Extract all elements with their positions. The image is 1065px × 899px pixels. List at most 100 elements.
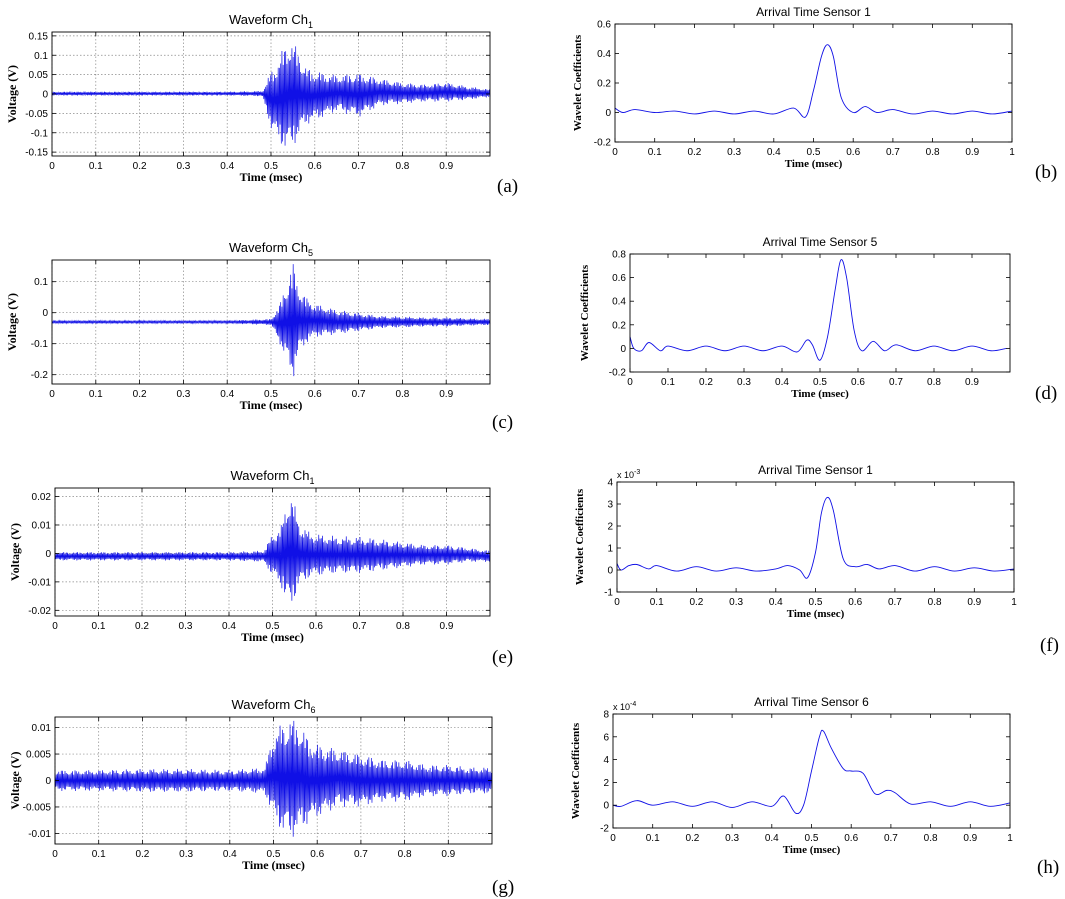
x-tick-label: 0.1 <box>661 377 675 388</box>
y-tick-label: 2 <box>607 522 613 533</box>
x-tick-label: 0.8 <box>924 833 938 844</box>
waveform-trace <box>54 503 491 601</box>
y-axis-label: Voltage (V) <box>5 65 19 123</box>
panel-label-e: (e) <box>492 647 514 668</box>
x-tick-label: 0.6 <box>308 161 322 172</box>
arrival-time-sensor-6-chart: 0 0.1 0.2 0.3 0.4 0.5 0.6 0.7 0.8 0.9 1 -2 0 2 4 6 8 x 10… <box>560 684 1065 899</box>
y-tick-label: 0.05 <box>29 70 49 81</box>
x-axis-label: Time (msec) <box>787 608 845 620</box>
chart-title-subscript: 1 <box>308 20 313 30</box>
y-tick-label: 0.02 <box>32 492 52 503</box>
x-tick-label: 0.6 <box>310 849 324 860</box>
y-tick-label: 0 <box>620 344 626 355</box>
x-tick-label: 0.7 <box>354 849 368 860</box>
x-tick-label: 0.8 <box>398 849 412 860</box>
waveform-ch5-chart: 0 0.1 0.2 0.3 0.4 0.5 0.6 0.7 0.8 0.9 -0.2 -0.1 0 0.1… <box>0 228 530 438</box>
x-tick-label: 0.1 <box>648 147 662 158</box>
x-tick-label: 0.6 <box>851 377 865 388</box>
x-axis-label: Time (msec) <box>785 158 843 170</box>
y-tick-label: 0.8 <box>612 250 626 261</box>
waveform-trace <box>51 46 491 146</box>
x-tick-label: 0.9 <box>967 597 981 608</box>
y-tick-label: 0 <box>45 549 51 560</box>
plot-area <box>615 24 1012 142</box>
chart-title-subscript: 1 <box>309 476 314 486</box>
chart-svg-b: 0 0.1 0.2 0.3 0.4 0.5 0.6 0.7 0.8 0.9 1-0.200.20.4… <box>572 5 1015 170</box>
y-tick-label: 3 <box>607 500 613 511</box>
y-tick-label: -2 <box>600 824 609 835</box>
x-tick-label: 0.9 <box>439 161 453 172</box>
x-tick-label: 0.6 <box>844 833 858 844</box>
y-tick-label: -0.05 <box>25 109 48 120</box>
x-tick-label: 0.5 <box>805 833 819 844</box>
y-tick-label: 0.4 <box>612 297 626 308</box>
x-tick-label: 0.9 <box>963 833 977 844</box>
x-tick-label: 0 <box>614 597 620 608</box>
x-tick-label: 0.4 <box>769 597 783 608</box>
x-tick-label: 0.2 <box>699 377 713 388</box>
series-b <box>614 44 1013 118</box>
y-tick-label: -0.1 <box>31 128 49 139</box>
x-axis-label: Time (msec) <box>240 170 303 184</box>
x-tick-label: 0.7 <box>889 377 903 388</box>
x-tick-label: 0.2 <box>135 621 149 632</box>
x-tick-label: 0.7 <box>353 621 367 632</box>
x-tick-label: 0.4 <box>220 389 234 400</box>
y-tick-label: 4 <box>603 755 609 766</box>
x-tick-label: 0.3 <box>176 161 190 172</box>
chart-title: Waveform Ch1 <box>229 12 313 30</box>
wavelet-curve <box>616 496 1015 579</box>
y-tick-label: 4 <box>607 478 613 489</box>
x-tick-label: 0.5 <box>264 389 278 400</box>
waveform-trace <box>54 720 493 837</box>
panel-label-g: (g) <box>492 877 515 898</box>
chart-title: Arrival Time Sensor 1 <box>756 5 871 19</box>
x-tick-label: 0.9 <box>965 147 979 158</box>
y-tick-label: -0.2 <box>31 370 49 381</box>
x-tick-label: 0.4 <box>220 161 234 172</box>
y-tick-label: 0.6 <box>612 273 626 284</box>
x-tick-label: 0 <box>627 377 633 388</box>
x-tick-label: 0.5 <box>264 161 278 172</box>
y-tick-label: -0.15 <box>25 148 48 159</box>
y-tick-label: 0 <box>42 90 48 101</box>
y-tick-label: 0.2 <box>612 320 626 331</box>
x-tick-label: 1 <box>1009 147 1015 158</box>
x-tick-label: 0.8 <box>396 621 410 632</box>
x-tick-label: 0.7 <box>352 161 366 172</box>
y-exponent-power: -4 <box>630 701 636 708</box>
y-tick-label: -0.02 <box>28 606 51 617</box>
y-tick-label: 0 <box>45 776 51 787</box>
y-tick-label: 2 <box>603 778 609 789</box>
x-tick-label: 0.5 <box>807 147 821 158</box>
chart-title-subscript: 5 <box>308 248 313 258</box>
x-tick-label: 0.6 <box>848 597 862 608</box>
x-tick-label: 0.6 <box>309 621 323 632</box>
x-tick-label: 0.1 <box>92 849 106 860</box>
y-tick-label: 0.01 <box>32 520 52 531</box>
x-tick-label: 0.1 <box>92 621 106 632</box>
y-tick-label: 8 <box>603 710 609 721</box>
x-tick-label: 0.4 <box>765 833 779 844</box>
chart-svg-a: 0 0.1 0.2 0.3 0.4 0.5 0.6 0.7 0.8 0.9 -0.15 -0.1 -0.… <box>5 12 491 184</box>
x-tick-label: 0.8 <box>395 389 409 400</box>
x-tick-label: 0.2 <box>685 833 699 844</box>
y-exponent-label: x 10-3 <box>617 469 640 480</box>
y-tick-label: -0.01 <box>28 577 51 588</box>
y-axis-label: Wavelet Coefficients <box>574 488 586 585</box>
chart-title: Arrival Time Sensor 6 <box>754 695 869 709</box>
waveform-ch1-chart: 0 0.1 0.2 0.3 0.4 0.5 0.6 0.7 0.8 0.9 -0.15 -0.1 -0.… <box>0 0 530 210</box>
x-tick-label: 0.4 <box>775 377 789 388</box>
x-tick-label: 0.3 <box>737 377 751 388</box>
panel-label-b: (b) <box>1035 162 1058 183</box>
x-tick-label: 0.3 <box>179 621 193 632</box>
chart-title: Waveform Ch1 <box>231 468 315 486</box>
arrival-time-sensor-1-chart-2: 0 0.1 0.2 0.3 0.4 0.5 0.6 0.7 0.8 0.9 1 -1 0 1 2 3 4 x 10… <box>560 456 1065 666</box>
panel-label-f: (f) <box>1040 635 1059 656</box>
y-tick-label: 0 <box>605 108 611 119</box>
x-axis-label: Time (msec) <box>241 630 304 644</box>
y-tick-label: 0.2 <box>597 79 611 90</box>
y-tick-label: -0.2 <box>609 368 627 379</box>
